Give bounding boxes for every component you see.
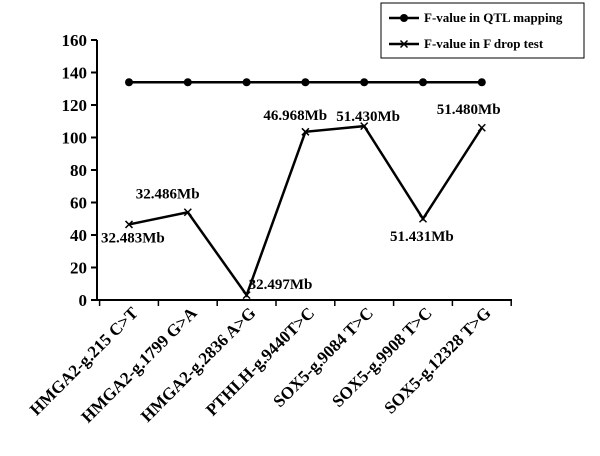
series-1-point — [125, 78, 133, 87]
y-tick-label: 20 — [70, 259, 87, 278]
y-tick-label: 160 — [62, 31, 88, 50]
series-1-point — [419, 78, 427, 87]
data-label: 32.486Mb — [136, 186, 200, 202]
legend-marker — [399, 39, 409, 49]
series-2-point — [242, 291, 251, 300]
category-label: HMGA2-g.1799 G>A — [78, 303, 202, 427]
legend-label: F-value in F drop test — [424, 36, 544, 51]
series-2-point — [418, 214, 428, 223]
category-label: SOX5-g.9084 T>C — [269, 303, 377, 411]
data-label: 51.430Mb — [336, 109, 400, 125]
series-2-point — [301, 127, 310, 136]
legend-marker — [400, 14, 408, 22]
data-label: 51.480Mb — [437, 102, 501, 118]
series-2-point — [360, 122, 369, 131]
y-tick-label: 100 — [62, 129, 88, 148]
series-2-point — [124, 220, 134, 229]
legend-box — [380, 2, 585, 59]
data-label: 51.431Mb — [390, 229, 454, 245]
y-tick-label: 60 — [70, 194, 87, 213]
category-label: PTHLH-g.9440T>C — [202, 303, 318, 419]
series-1-point — [477, 78, 486, 87]
data-label: 32.497Mb — [249, 277, 313, 293]
category-label: HMGA2-g.215 C>T — [26, 303, 142, 419]
y-tick-label: 140 — [62, 64, 88, 83]
legend-label: F-value in QTL mapping — [424, 10, 563, 25]
series-1-point — [183, 78, 192, 87]
y-tick-label: 0 — [79, 291, 88, 310]
series-1-point — [360, 78, 369, 87]
series-2-point — [477, 123, 486, 132]
y-tick-label: 120 — [62, 96, 88, 115]
series-1-point — [301, 78, 310, 87]
y-tick-label: 40 — [70, 226, 87, 245]
series-layer — [124, 78, 486, 300]
category-label: SOX5-g.12328 T>G — [380, 303, 494, 417]
series-1-point — [242, 78, 251, 87]
data-label: 46.968Mb — [263, 108, 327, 124]
category-label: SOX5-g.9908 T>C — [328, 303, 436, 411]
data-label: 32.483Mb — [101, 230, 165, 246]
series-line-2 — [128, 124, 483, 298]
y-tick-label: 80 — [70, 161, 87, 180]
category-label: HMGA2-g.2836 A>G — [137, 303, 259, 425]
series-2-point — [183, 208, 192, 217]
y-axis-ticks: 0 20 40 60 80 100 120 140 160 — [62, 31, 97, 310]
legend: F-value in QTL mapping F-value in F drop … — [380, 2, 585, 59]
data-labels: 32.483Mb 32.486Mb 32.497Mb 46.968Mb 51.430Mb… — [101, 102, 501, 293]
